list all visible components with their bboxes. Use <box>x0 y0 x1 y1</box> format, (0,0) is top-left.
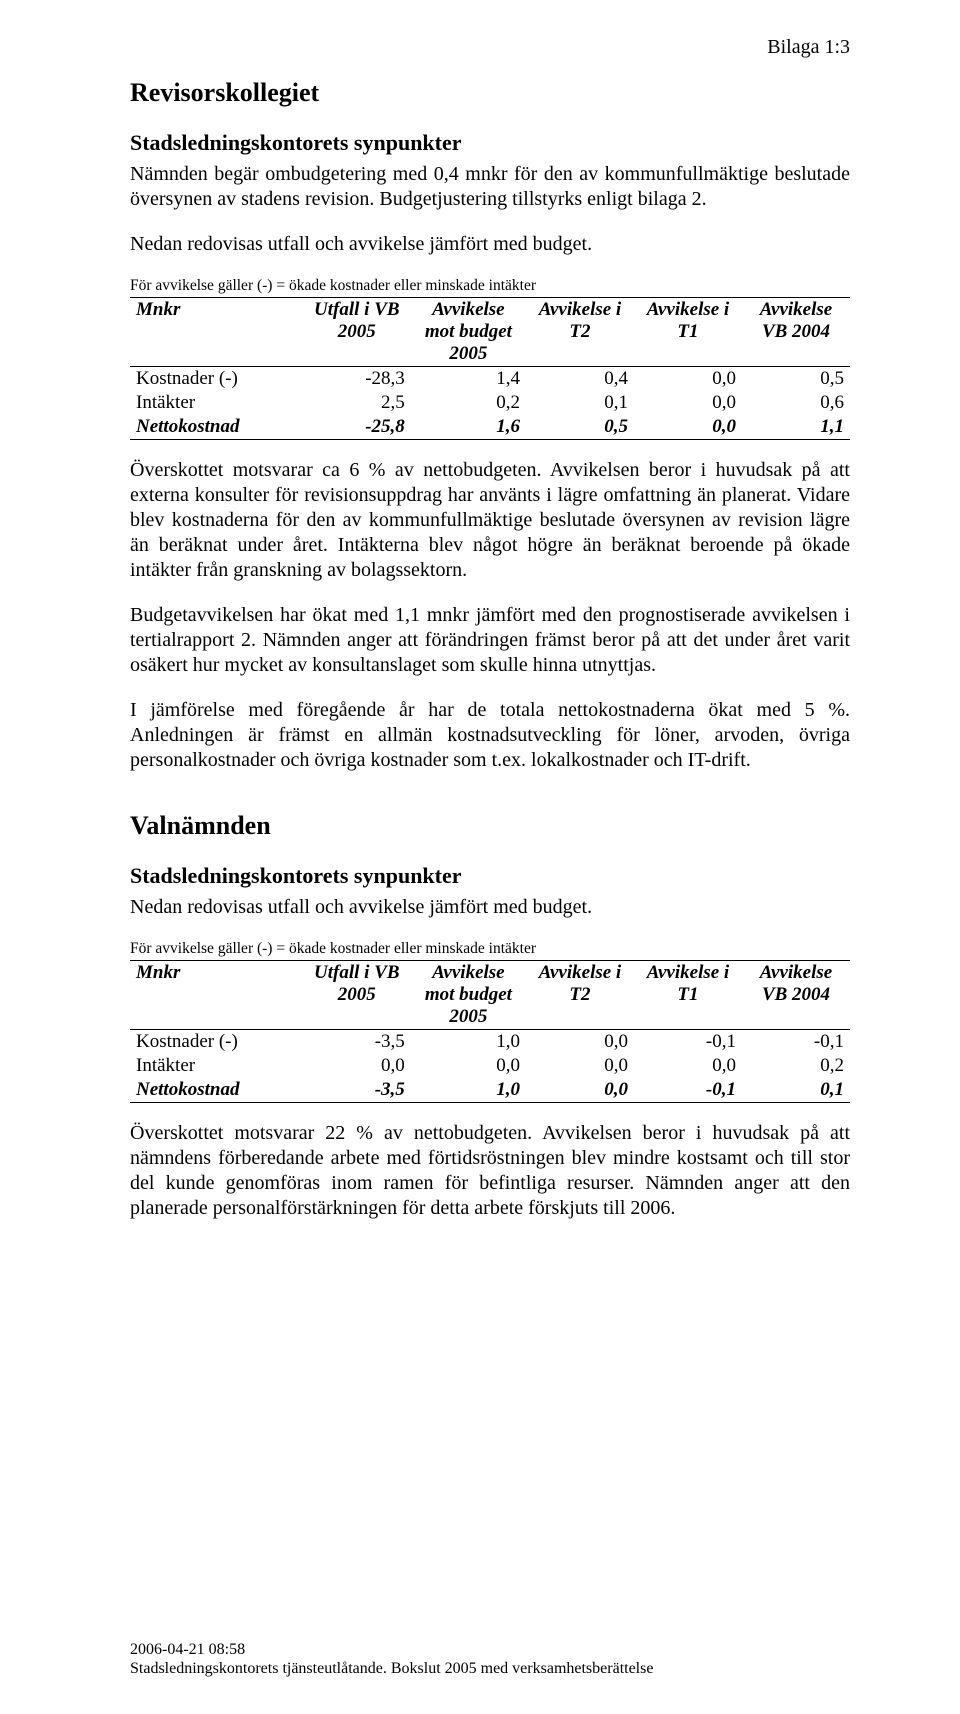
cell: 0,4 <box>526 367 634 392</box>
revisor-th-0: Mnkr <box>130 298 303 367</box>
valn-subheading: Stadsledningskontorets synpunkter <box>130 863 850 889</box>
table-row-total: Nettokostnad -25,8 1,6 0,5 0,0 1,1 <box>130 415 850 440</box>
bilaga-label: Bilaga 1:3 <box>767 36 850 59</box>
revisor-paragraph-4: Budgetavvikelsen har ökat med 1,1 mnkr j… <box>130 603 850 678</box>
revisor-table-note: För avvikelse gäller (-) = ökade kostnad… <box>130 277 850 295</box>
table-row-total: Nettokostnad -3,5 1,0 0,0 -0,1 0,1 <box>130 1078 850 1103</box>
cell: Kostnader (-) <box>130 1030 303 1055</box>
revisor-title: Revisorskollegiet <box>130 78 850 108</box>
cell: 0,5 <box>526 415 634 440</box>
cell: Kostnader (-) <box>130 367 303 392</box>
revisor-th-3: Avvikelse i T2 <box>526 298 634 367</box>
revisor-th-1: Utfall i VB 2005 <box>303 298 411 367</box>
cell: -28,3 <box>303 367 411 392</box>
cell: 0,2 <box>411 391 526 415</box>
valn-th-3: Avvikelse i T2 <box>526 961 634 1030</box>
table-row: Kostnader (-) -28,3 1,4 0,4 0,0 0,5 <box>130 367 850 392</box>
valn-th-1: Utfall i VB 2005 <box>303 961 411 1030</box>
cell: 0,0 <box>634 1054 742 1078</box>
cell: 0,1 <box>526 391 634 415</box>
cell: 0,0 <box>526 1078 634 1103</box>
valn-th-4: Avvikelse i T1 <box>634 961 742 1030</box>
cell: -0,1 <box>634 1078 742 1103</box>
cell: 1,6 <box>411 415 526 440</box>
cell: 0,0 <box>411 1054 526 1078</box>
valn-paragraph-1: Nedan redovisas utfall och avvikelse jäm… <box>130 895 850 920</box>
valn-th-0: Mnkr <box>130 961 303 1030</box>
table-row: Kostnader (-) -3,5 1,0 0,0 -0,1 -0,1 <box>130 1030 850 1055</box>
cell: 0,5 <box>742 367 850 392</box>
cell: 1,0 <box>411 1078 526 1103</box>
cell: -25,8 <box>303 415 411 440</box>
valn-th-5: Avvikelse VB 2004 <box>742 961 850 1030</box>
valn-table: Mnkr Utfall i VB 2005 Avvikelse mot budg… <box>130 960 850 1103</box>
table-row: Intäkter 0,0 0,0 0,0 0,0 0,2 <box>130 1054 850 1078</box>
revisor-paragraph-1: Nämnden begär ombudgetering med 0,4 mnkr… <box>130 162 850 212</box>
cell: Nettokostnad <box>130 1078 303 1103</box>
valn-title: Valnämnden <box>130 811 850 841</box>
cell: 1,4 <box>411 367 526 392</box>
revisor-paragraph-2: Nedan redovisas utfall och avvikelse jäm… <box>130 232 850 257</box>
cell: -3,5 <box>303 1078 411 1103</box>
cell: -0,1 <box>742 1030 850 1055</box>
revisor-paragraph-5: I jämförelse med föregående år har de to… <box>130 698 850 773</box>
cell: 0,1 <box>742 1078 850 1103</box>
table-row: Intäkter 2,5 0,2 0,1 0,0 0,6 <box>130 391 850 415</box>
page-footer: 2006-04-21 08:58 Stadsledningskontorets … <box>130 1640 850 1678</box>
revisor-th-4: Avvikelse i T1 <box>634 298 742 367</box>
cell: 0,2 <box>742 1054 850 1078</box>
cell: Nettokostnad <box>130 415 303 440</box>
revisor-th-5: Avvikelse VB 2004 <box>742 298 850 367</box>
footer-source: Stadsledningskontorets tjänsteutlåtande.… <box>130 1659 850 1678</box>
cell: 2,5 <box>303 391 411 415</box>
cell: Intäkter <box>130 1054 303 1078</box>
revisor-paragraph-3: Överskottet motsvarar ca 6 % av nettobud… <box>130 458 850 583</box>
revisor-subheading: Stadsledningskontorets synpunkter <box>130 130 850 156</box>
cell: 0,0 <box>634 391 742 415</box>
cell: -3,5 <box>303 1030 411 1055</box>
cell: Intäkter <box>130 391 303 415</box>
revisor-table: Mnkr Utfall i VB 2005 Avvikelse mot budg… <box>130 297 850 440</box>
cell: 1,1 <box>742 415 850 440</box>
cell: 0,0 <box>526 1054 634 1078</box>
cell: 0,0 <box>634 367 742 392</box>
document-page: Bilaga 1:3 Revisorskollegiet Stadslednin… <box>0 0 960 1714</box>
revisor-th-2: Avvikelse mot budget 2005 <box>411 298 526 367</box>
cell: 0,6 <box>742 391 850 415</box>
valn-th-2: Avvikelse mot budget 2005 <box>411 961 526 1030</box>
cell: 0,0 <box>526 1030 634 1055</box>
footer-timestamp: 2006-04-21 08:58 <box>130 1640 850 1659</box>
cell: 1,0 <box>411 1030 526 1055</box>
cell: -0,1 <box>634 1030 742 1055</box>
cell: 0,0 <box>634 415 742 440</box>
valn-table-note: För avvikelse gäller (-) = ökade kostnad… <box>130 940 850 958</box>
valn-paragraph-2: Överskottet motsvarar 22 % av nettobudge… <box>130 1121 850 1221</box>
cell: 0,0 <box>303 1054 411 1078</box>
